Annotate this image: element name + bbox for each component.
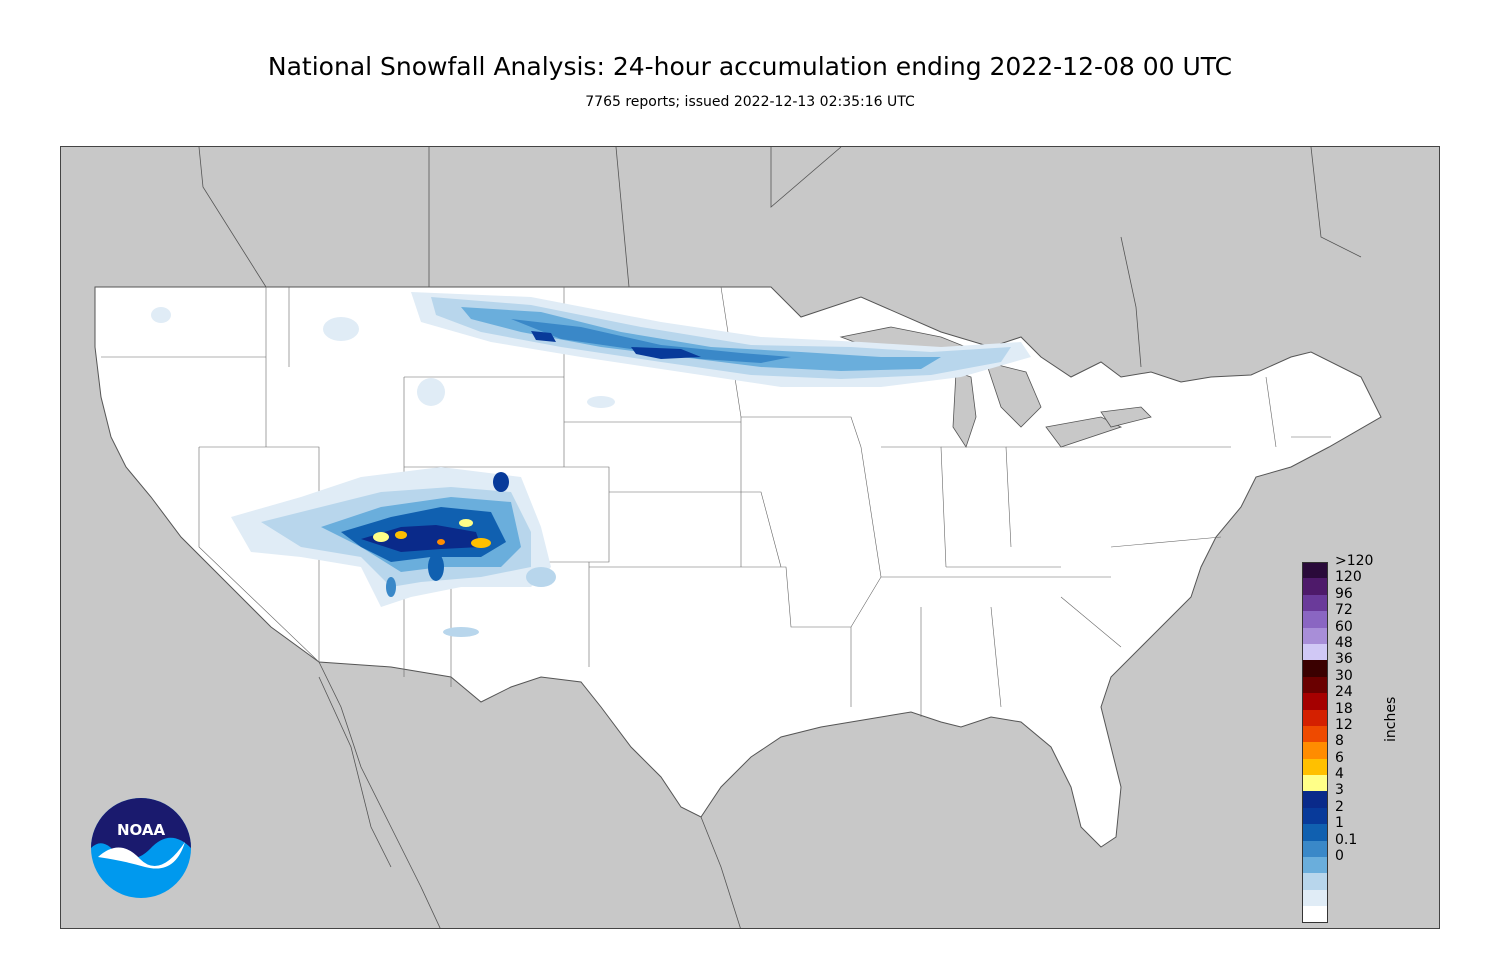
legend-label: 30 — [1335, 667, 1353, 684]
legend-entry: 60 — [1302, 619, 1392, 644]
legend-label: 36 — [1335, 651, 1353, 668]
legend-label: 72 — [1335, 602, 1353, 619]
legend-swatch — [1302, 807, 1328, 825]
legend-entry: 24 — [1302, 684, 1392, 710]
legend-swatch — [1302, 562, 1328, 579]
chart-subtitle: 7765 reports; issued 2022-12-13 02:35:16… — [585, 94, 915, 110]
legend-swatch — [1302, 578, 1328, 595]
noaa-logo: NOAA — [91, 798, 191, 898]
legend-entry — [1302, 889, 1392, 907]
snowfall-northern-band — [151, 292, 1031, 408]
legend-swatch — [1302, 906, 1328, 923]
legend-entry: 30 — [1302, 668, 1392, 694]
legend-label: >120 — [1335, 553, 1374, 569]
legend-label: 8 — [1335, 733, 1344, 750]
legend-label: 12 — [1335, 716, 1353, 733]
legend-swatch — [1302, 676, 1328, 694]
legend-entry: 48 — [1302, 635, 1392, 661]
legend-entry: 6 — [1302, 750, 1392, 776]
legend-swatch — [1302, 742, 1328, 759]
legend-swatch — [1302, 889, 1328, 907]
map-svg — [61, 147, 1439, 928]
legend-label: 48 — [1335, 634, 1353, 651]
legend-entry: 2 — [1302, 799, 1392, 825]
legend-entry — [1302, 906, 1392, 923]
legend-entry: 120 — [1302, 569, 1392, 595]
legend-label: 24 — [1335, 684, 1353, 701]
legend-entry — [1302, 873, 1392, 890]
snowfall-map[interactable] — [60, 146, 1440, 929]
legend-entry: 36 — [1302, 651, 1392, 677]
chart-title: National Snowfall Analysis: 24-hour accu… — [267, 52, 1233, 81]
legend-entry: 96 — [1302, 586, 1392, 612]
legend: >120 120 96 72 60 48 36 30 24 18 12 8 6 4 3 2 1 0.1 0 — [1302, 553, 1392, 923]
legend-entry: 4 — [1302, 766, 1392, 792]
legend-swatch — [1302, 627, 1328, 644]
legend-label: 4 — [1335, 766, 1344, 783]
state-borders — [101, 286, 1331, 717]
noaa-logo-text: NOAA — [117, 821, 166, 839]
legend-label: 6 — [1335, 749, 1344, 766]
legend-label: 18 — [1335, 700, 1353, 717]
legend-entry: 0 — [1302, 848, 1392, 874]
legend-entry: 0.1 — [1302, 832, 1392, 858]
legend-swatch — [1302, 643, 1328, 661]
legend-label: 2 — [1335, 798, 1344, 815]
country-borders — [198, 147, 1362, 368]
legend-swatch — [1302, 709, 1328, 726]
legend-swatch — [1302, 840, 1328, 858]
legend-swatch — [1302, 824, 1328, 841]
legend-entry: 12 — [1302, 717, 1392, 743]
legend-label: 96 — [1335, 585, 1353, 602]
legend-entry: 18 — [1302, 701, 1392, 726]
snowfall-southwest-cluster — [231, 467, 556, 637]
legend-entry: 72 — [1302, 602, 1392, 628]
legend-entry: 8 — [1302, 733, 1392, 759]
legend-swatch — [1302, 873, 1328, 890]
legend-swatch — [1302, 594, 1328, 612]
legend-label: 0.1 — [1335, 831, 1358, 848]
legend-entry: >120 — [1302, 553, 1392, 579]
legend-swatch — [1302, 758, 1328, 776]
legend-swatch — [1302, 791, 1328, 808]
legend-swatch — [1302, 857, 1328, 874]
legend-label: 0 — [1335, 848, 1344, 865]
mexico-coast — [318, 661, 741, 928]
legend-swatch — [1302, 725, 1328, 743]
legend-swatch — [1302, 611, 1328, 628]
legend-label: 3 — [1335, 782, 1344, 799]
legend-label: 60 — [1335, 618, 1353, 635]
legend-label: 120 — [1335, 569, 1362, 586]
legend-entry: 1 — [1302, 815, 1392, 841]
legend-swatch — [1302, 693, 1328, 710]
legend-label: 1 — [1335, 815, 1344, 832]
legend-swatch — [1302, 660, 1328, 677]
legend-swatch — [1302, 775, 1328, 792]
legend-entry: 3 — [1302, 782, 1392, 808]
